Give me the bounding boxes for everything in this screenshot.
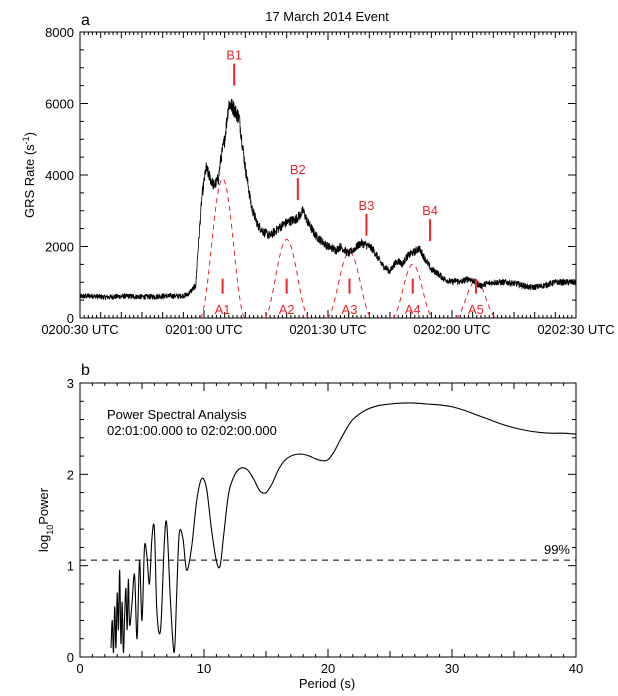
- x-tick-label: 0202:30 UTC: [537, 322, 614, 337]
- component-curve: [263, 238, 310, 319]
- x-tick-label: 0201:00 UTC: [165, 322, 242, 337]
- annotation-label: A1: [215, 302, 231, 317]
- y-tick-label: 2000: [45, 240, 74, 255]
- significance-threshold-label: 99%: [544, 542, 570, 557]
- y-tick-label: 2: [67, 467, 74, 482]
- x-tick-label: 40: [569, 661, 583, 676]
- plot-frame-a: [79, 31, 577, 319]
- dashed-component-curves: [199, 177, 497, 319]
- y-tick-label: 0: [67, 650, 74, 665]
- x-tick-label: 0202:00 UTC: [413, 322, 490, 337]
- analysis-time-range: 02:01:00.000 to 02:02:00.000: [107, 423, 277, 438]
- y-tick-label: 4000: [45, 168, 74, 183]
- annotation-label: A3: [342, 302, 358, 317]
- axis-ticks-b: 0 10 20 30 40 0 1 2 3: [67, 376, 583, 676]
- y-tick-label: 8000: [45, 25, 74, 40]
- panel-b: b 0 10 20 30 40 0 1 2 3 99% Power Spectral Analy…: [36, 362, 583, 691]
- panel-label-a: a: [81, 12, 90, 29]
- x-tick-label: 10: [197, 661, 211, 676]
- annotation-label: B4: [422, 203, 438, 218]
- x-tick-label: 30: [445, 661, 459, 676]
- analysis-title: Power Spectral Analysis: [107, 407, 247, 422]
- y-tick-label: 3: [67, 376, 74, 391]
- y-axis-label-b: log10Power: [36, 487, 55, 552]
- panel-label-b: b: [81, 362, 90, 379]
- y-tick-label: 6000: [45, 97, 74, 112]
- series-group-a: [79, 98, 577, 301]
- x-axis-label-b: Period (s): [299, 676, 355, 691]
- y-tick-label: 0: [67, 311, 74, 326]
- annotation-label: A4: [405, 302, 421, 317]
- y-axis-label-a: GRS Rate (s-1): [21, 132, 37, 218]
- component-curve: [455, 279, 497, 319]
- x-tick-label: 0: [76, 661, 83, 676]
- x-tick-label: 0201:30 UTC: [289, 322, 366, 337]
- axis-ticks-a: 0200:30 UTC 0201:00 UTC 0201:30 UTC 0202:00…: [41, 25, 614, 337]
- x-tick-label: 20: [321, 661, 335, 676]
- component-curve: [199, 177, 246, 319]
- y-tick-label: 1: [67, 559, 74, 574]
- series-group-b: [110, 402, 577, 653]
- annotations-group: B1 B2 B3 B4 A1 A2 A3 A4 A5: [215, 48, 484, 317]
- series-line: [110, 402, 577, 653]
- panel-a: a 17 March 2014 Event 0200:30 UTC 0201:00…: [21, 9, 615, 337]
- component-curve: [326, 251, 373, 319]
- series-line: [79, 98, 577, 301]
- x-tick-label: 0200:30 UTC: [41, 322, 118, 337]
- annotation-label: A5: [468, 302, 484, 317]
- component-curve: [391, 263, 434, 319]
- annotation-label: A2: [279, 302, 295, 317]
- annotation-label: B2: [290, 162, 306, 177]
- chart-title: 17 March 2014 Event: [265, 9, 389, 24]
- annotation-label: B1: [226, 48, 242, 63]
- annotation-label: B3: [358, 198, 374, 213]
